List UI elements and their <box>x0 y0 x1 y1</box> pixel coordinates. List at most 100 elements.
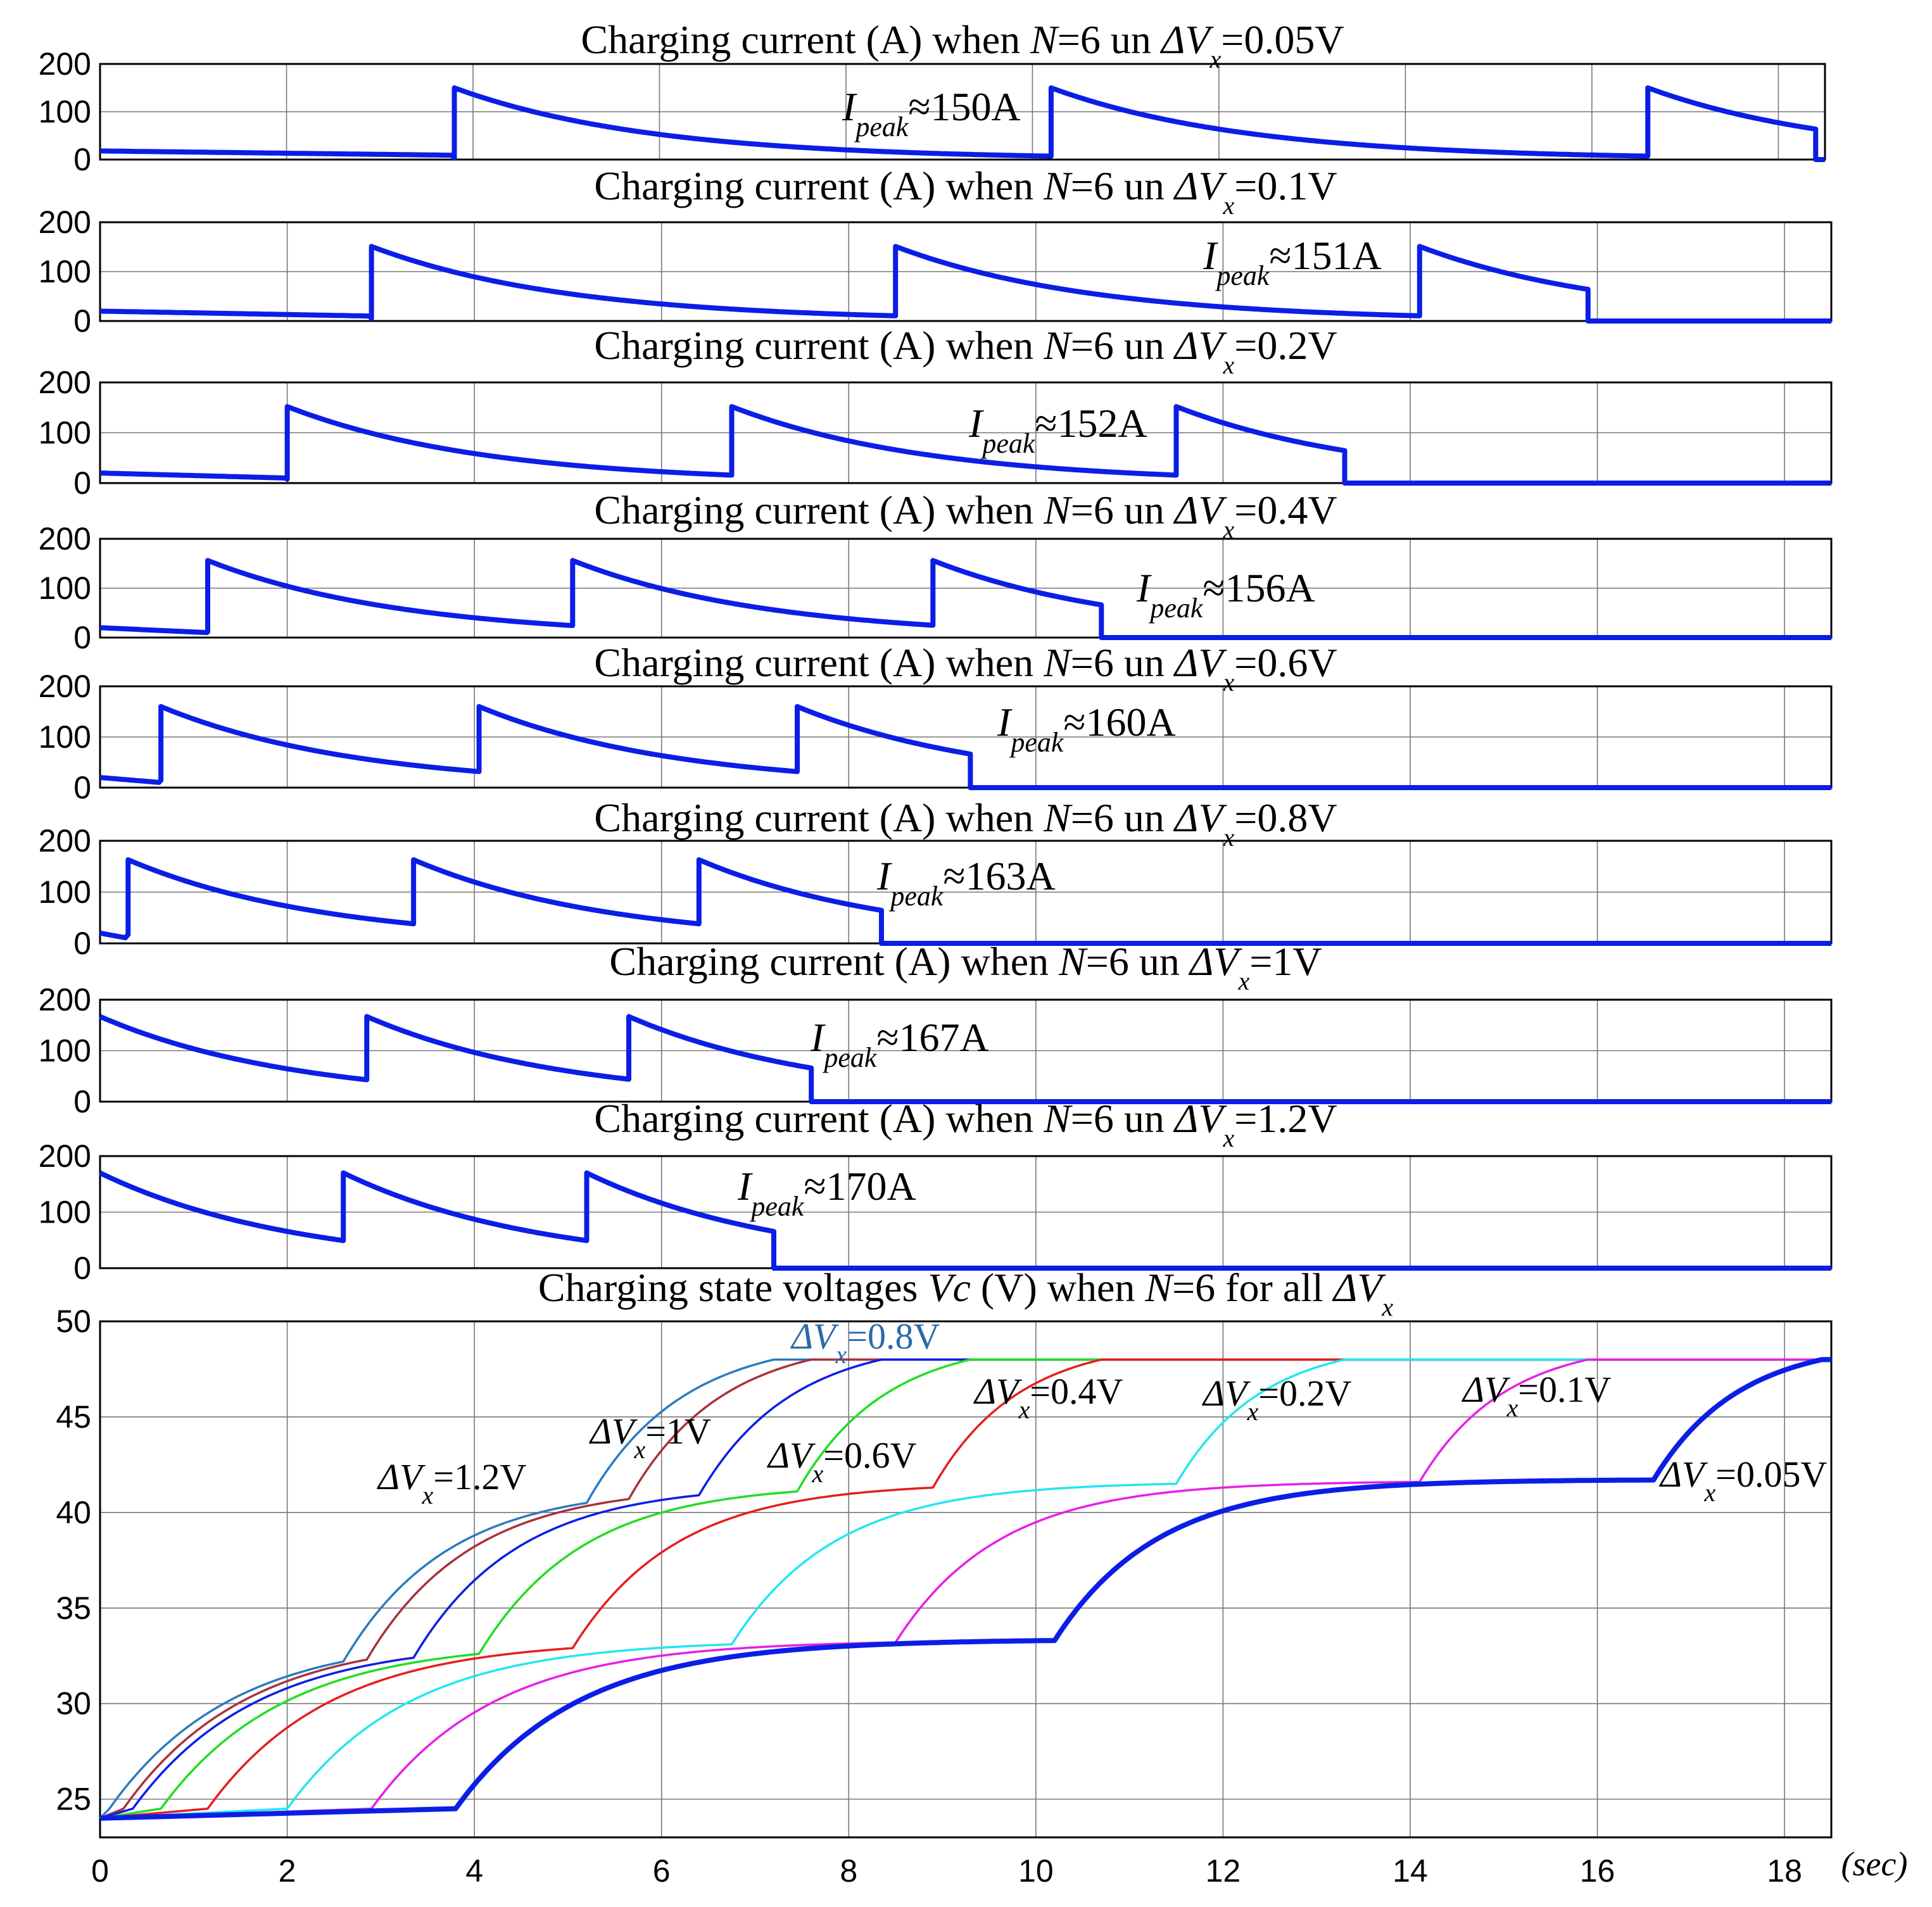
panel-title-7-part: N <box>1058 939 1088 984</box>
vc-panel-title-part: Vc <box>928 1265 971 1310</box>
panel-title-3-part: x <box>1223 351 1235 379</box>
vc-series-label-delta: ΔV <box>973 1371 1023 1412</box>
peak-annotation-subscript: peak <box>854 111 909 142</box>
panel-title-2-part: =6 un <box>1071 163 1175 208</box>
vc-panel-title-part: =6 for all <box>1172 1265 1334 1310</box>
peak-annotation-symbol: I <box>1203 233 1218 278</box>
y-tick-label: 35 <box>56 1590 91 1626</box>
peak-annotation-symbol: I <box>842 84 857 129</box>
vc-series-label-sub: x <box>633 1435 645 1464</box>
y-tick-label: 200 <box>39 521 91 557</box>
peak-annotation-subscript: peak <box>1148 593 1204 624</box>
y-tick-label: 100 <box>39 1195 91 1230</box>
panel-title-6-part: ΔV <box>1173 795 1228 840</box>
vc-panel-title-part: Charging state voltages <box>538 1265 928 1310</box>
vc-series-line <box>99 1358 1831 1820</box>
panel-title-1-part: N <box>1030 17 1059 62</box>
panel-title-3-part: ΔV <box>1173 323 1228 368</box>
peak-annotation-symbol: I <box>997 700 1013 745</box>
panel-title-5-part: =0.6V <box>1234 640 1337 685</box>
y-tick-label: 200 <box>39 365 91 400</box>
vc-series-label-value: =0.8V <box>847 1316 940 1357</box>
panel-title-8-part: ΔV <box>1173 1096 1228 1141</box>
panel-title-5-part: Charging current (A) when <box>594 640 1044 685</box>
peak-annotation-value: ≈152A <box>1035 401 1147 446</box>
panel-title-5-part: x <box>1223 668 1235 696</box>
vc-series-line <box>99 1358 1831 1820</box>
plot-frame <box>99 685 1833 789</box>
peak-annotation: Ipeak≈163A <box>876 853 1056 912</box>
panel-title-3-part: Charging current (A) when <box>594 323 1044 368</box>
peak-annotation-subscript: peak <box>1009 727 1064 758</box>
panel-title-6-part: N <box>1043 795 1073 840</box>
vc-panel-title-part: (V) when <box>971 1265 1145 1310</box>
peak-annotation-value: ≈160A <box>1063 700 1175 745</box>
vc-series-label-delta: ΔV <box>1659 1454 1708 1495</box>
peak-annotation: Ipeak≈170A <box>737 1164 916 1222</box>
y-tick-label: 100 <box>39 1033 91 1069</box>
vc-series-label-delta: ΔV <box>790 1316 840 1357</box>
y-tick-label: 100 <box>39 570 91 606</box>
y-tick-label: 50 <box>56 1304 91 1339</box>
vc-series-label-value: =0.2V <box>1258 1373 1351 1414</box>
x-tick-label: 12 <box>1206 1853 1241 1889</box>
peak-annotation: Ipeak≈156A <box>1136 565 1315 624</box>
vc-series-label-delta: ΔV <box>589 1411 638 1452</box>
panel-title-5: Charging current (A) when N=6 un ΔVx=0.6… <box>594 640 1337 696</box>
peak-annotation-subscript: peak <box>980 428 1036 459</box>
current-panel-2: 0 100 200 Ipeak≈151A <box>39 205 1833 339</box>
panel-title-4-part: Charging current (A) when <box>594 488 1044 532</box>
vc-series-line <box>99 1358 1831 1820</box>
panel-title-4-part: =6 un <box>1071 488 1175 532</box>
panel-title-4-part: x <box>1223 515 1235 544</box>
y-tick-label: 100 <box>39 94 91 130</box>
y-tick-label: 0 <box>73 926 91 961</box>
panel-title-6-part: =6 un <box>1071 795 1175 840</box>
panel-title-5-part: ΔV <box>1173 640 1228 685</box>
x-axis-unit-label: (sec) <box>1841 1845 1908 1883</box>
panel-title-2-part: =0.1V <box>1234 163 1337 208</box>
y-tick-label: 45 <box>56 1399 91 1435</box>
vc-series-label-sub: x <box>1018 1395 1030 1424</box>
current-series-line <box>99 1014 1831 1104</box>
vc-series-line <box>99 1357 1831 1821</box>
panel-title-8: Charging current (A) when N=6 un ΔVx=1.2… <box>594 1096 1337 1152</box>
panel-title-1-part: =0.05V <box>1221 17 1344 62</box>
panel-title-8-part: =1.2V <box>1234 1096 1337 1141</box>
panel-title-3-part: =6 un <box>1071 323 1175 368</box>
panel-title-2-part: Charging current (A) when <box>594 163 1044 208</box>
y-tick-label: 0 <box>73 1250 91 1286</box>
vc-panel-title: Charging state voltages Vc (V) when N=6 … <box>538 1265 1394 1321</box>
y-tick-label: 0 <box>73 142 91 177</box>
panel-title-1-part: x <box>1209 45 1222 73</box>
vc-series-label-value: =0.05V <box>1715 1454 1827 1495</box>
panel-title-6-part: Charging current (A) when <box>594 795 1044 840</box>
vc-series-label-sub: x <box>835 1340 847 1369</box>
panel-title-3-part: =0.2V <box>1234 323 1337 368</box>
vc-series-label-value: =0.4V <box>1030 1371 1123 1412</box>
vc-series-label: ΔVx=0.2V <box>1202 1373 1351 1426</box>
y-tick-label: 100 <box>39 874 91 910</box>
panel-title-7-part: Charging current (A) when <box>609 939 1059 984</box>
x-tick-label: 6 <box>653 1853 671 1889</box>
panel-title-3: Charging current (A) when N=6 un ΔVx=0.2… <box>594 323 1337 379</box>
panel-title-1-part: ΔV <box>1159 17 1215 62</box>
x-tick-label: 4 <box>465 1853 483 1889</box>
panel-title-1: Charging current (A) when N=6 un ΔVx=0.0… <box>581 17 1344 73</box>
y-tick-label: 25 <box>56 1782 91 1817</box>
vc-series-label-sub: x <box>1703 1478 1715 1507</box>
panel-title-7-part: =6 un <box>1086 939 1190 984</box>
current-series-line <box>99 85 1825 162</box>
panel-title-6-part: x <box>1223 823 1235 852</box>
panel-title-7-part: ΔV <box>1188 939 1243 984</box>
vc-series-label-sub: x <box>421 1481 433 1509</box>
vc-series-label: ΔVx=0.8V <box>790 1316 940 1369</box>
y-tick-label: 0 <box>73 303 91 339</box>
plot-frame <box>99 1320 1833 1839</box>
y-tick-label: 200 <box>39 205 91 240</box>
panel-title-1-part: =6 un <box>1058 17 1161 62</box>
peak-annotation-subscript: peak <box>822 1042 878 1073</box>
peak-annotation-subscript: peak <box>888 881 944 912</box>
